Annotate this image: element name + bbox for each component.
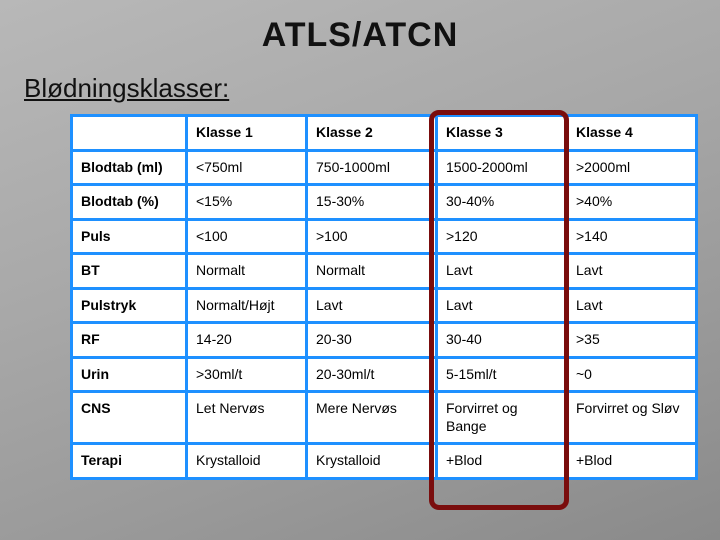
- cell: 5-15ml/t: [437, 357, 567, 392]
- cell: Normalt: [187, 254, 307, 289]
- row-label: Pulstryk: [72, 288, 187, 323]
- cell: Mere Nervøs: [307, 392, 437, 444]
- row-label: RF: [72, 323, 187, 358]
- table-row: Blodtab (%) <15% 15-30% 30-40% >40%: [72, 185, 697, 220]
- cell: 30-40: [437, 323, 567, 358]
- table-row: RF 14-20 20-30 30-40 >35: [72, 323, 697, 358]
- cell: Krystalloid: [187, 444, 307, 479]
- table-row: Terapi Krystalloid Krystalloid +Blod +Bl…: [72, 444, 697, 479]
- cell: 20-30ml/t: [307, 357, 437, 392]
- row-label: Blodtab (%): [72, 185, 187, 220]
- table-row: Urin >30ml/t 20-30ml/t 5-15ml/t ~0: [72, 357, 697, 392]
- cell: 750-1000ml: [307, 150, 437, 185]
- cell: Lavt: [567, 288, 697, 323]
- row-label: Blodtab (ml): [72, 150, 187, 185]
- classification-table: Klasse 1 Klasse 2 Klasse 3 Klasse 4 Blod…: [70, 114, 698, 480]
- cell: Forvirret og Sløv: [567, 392, 697, 444]
- cell: Lavt: [437, 288, 567, 323]
- cell: 15-30%: [307, 185, 437, 220]
- cell: +Blod: [437, 444, 567, 479]
- cell: Forvirret og Bange: [437, 392, 567, 444]
- cell: <750ml: [187, 150, 307, 185]
- cell: 20-30: [307, 323, 437, 358]
- col-header-3: Klasse 3: [437, 116, 567, 151]
- row-label: Puls: [72, 219, 187, 254]
- col-header-4: Klasse 4: [567, 116, 697, 151]
- cell: Let Nervøs: [187, 392, 307, 444]
- cell: <15%: [187, 185, 307, 220]
- row-label: Urin: [72, 357, 187, 392]
- col-header-1: Klasse 1: [187, 116, 307, 151]
- table-row: Puls <100 >100 >120 >140: [72, 219, 697, 254]
- cell: Normalt: [307, 254, 437, 289]
- cell: 14-20: [187, 323, 307, 358]
- cell: >120: [437, 219, 567, 254]
- cell: ~0: [567, 357, 697, 392]
- table-row: Pulstryk Normalt/Højt Lavt Lavt Lavt: [72, 288, 697, 323]
- slide: ATLS/ATCN Blødningsklasser: Klasse 1 Kla…: [0, 0, 720, 540]
- table-header-row: Klasse 1 Klasse 2 Klasse 3 Klasse 4: [72, 116, 697, 151]
- cell: >140: [567, 219, 697, 254]
- cell: Lavt: [437, 254, 567, 289]
- cell: >35: [567, 323, 697, 358]
- table-row: Blodtab (ml) <750ml 750-1000ml 1500-2000…: [72, 150, 697, 185]
- slide-title: ATLS/ATCN: [20, 16, 700, 55]
- table-row: CNS Let Nervøs Mere Nervøs Forvirret og …: [72, 392, 697, 444]
- cell: 30-40%: [437, 185, 567, 220]
- row-label: BT: [72, 254, 187, 289]
- row-label: CNS: [72, 392, 187, 444]
- cell: Krystalloid: [307, 444, 437, 479]
- cell: >30ml/t: [187, 357, 307, 392]
- cell: Lavt: [307, 288, 437, 323]
- table-row: BT Normalt Normalt Lavt Lavt: [72, 254, 697, 289]
- row-label: Terapi: [72, 444, 187, 479]
- slide-subtitle: Blødningsklasser:: [24, 73, 700, 104]
- cell: >2000ml: [567, 150, 697, 185]
- col-header-0: [72, 116, 187, 151]
- cell: Normalt/Højt: [187, 288, 307, 323]
- cell: <100: [187, 219, 307, 254]
- cell: Lavt: [567, 254, 697, 289]
- cell: >40%: [567, 185, 697, 220]
- col-header-2: Klasse 2: [307, 116, 437, 151]
- cell: >100: [307, 219, 437, 254]
- table-wrap: Klasse 1 Klasse 2 Klasse 3 Klasse 4 Blod…: [70, 114, 680, 480]
- cell: 1500-2000ml: [437, 150, 567, 185]
- cell: +Blod: [567, 444, 697, 479]
